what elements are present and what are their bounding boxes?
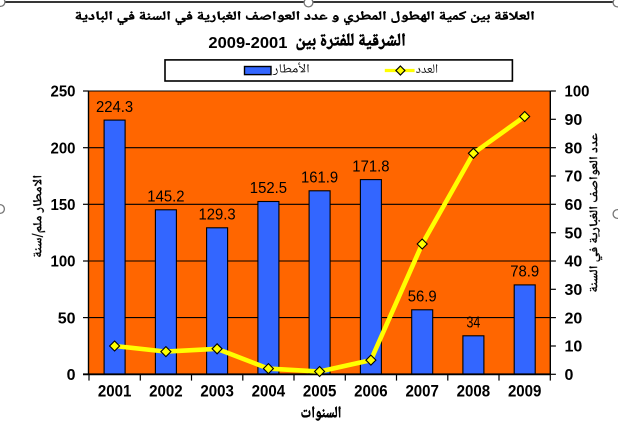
svg-text:30: 30 — [565, 282, 583, 299]
svg-text:200: 200 — [51, 140, 76, 157]
svg-text:20: 20 — [565, 310, 583, 327]
svg-text:0: 0 — [565, 367, 574, 384]
svg-text:50: 50 — [565, 225, 583, 242]
svg-text:171.8: 171.8 — [352, 158, 389, 175]
svg-text:152.5: 152.5 — [250, 180, 287, 197]
svg-text:100: 100 — [565, 84, 590, 101]
svg-text:2004: 2004 — [252, 382, 286, 401]
svg-text:100: 100 — [51, 254, 76, 271]
svg-text:56.9: 56.9 — [408, 289, 437, 306]
svg-text:161.9: 161.9 — [301, 170, 338, 187]
svg-text:0: 0 — [67, 367, 76, 384]
svg-text:50: 50 — [58, 310, 76, 327]
svg-text:80: 80 — [565, 140, 583, 157]
svg-text:2007: 2007 — [405, 382, 439, 401]
svg-text:129.3: 129.3 — [199, 207, 236, 224]
svg-text:2002: 2002 — [149, 382, 183, 401]
svg-text:70: 70 — [565, 169, 583, 186]
svg-text:2006: 2006 — [354, 382, 388, 401]
svg-text:250: 250 — [51, 84, 76, 101]
svg-text:150: 150 — [51, 197, 76, 214]
svg-text:2008: 2008 — [457, 382, 491, 401]
svg-text:2005: 2005 — [303, 382, 337, 401]
svg-text:2003: 2003 — [200, 382, 234, 401]
svg-text:60: 60 — [565, 197, 583, 214]
svg-text:2009-2001: 2009-2001 — [208, 35, 287, 52]
svg-text:90: 90 — [565, 112, 583, 129]
svg-text:78.9: 78.9 — [510, 264, 539, 281]
svg-text:145.2: 145.2 — [147, 189, 184, 206]
svg-text:2001: 2001 — [98, 382, 132, 401]
svg-text:34: 34 — [467, 315, 481, 332]
svg-text:10: 10 — [565, 339, 583, 356]
svg-text:2009: 2009 — [508, 382, 542, 401]
svg-text:40: 40 — [565, 254, 583, 271]
svg-text:224.3: 224.3 — [96, 99, 133, 116]
